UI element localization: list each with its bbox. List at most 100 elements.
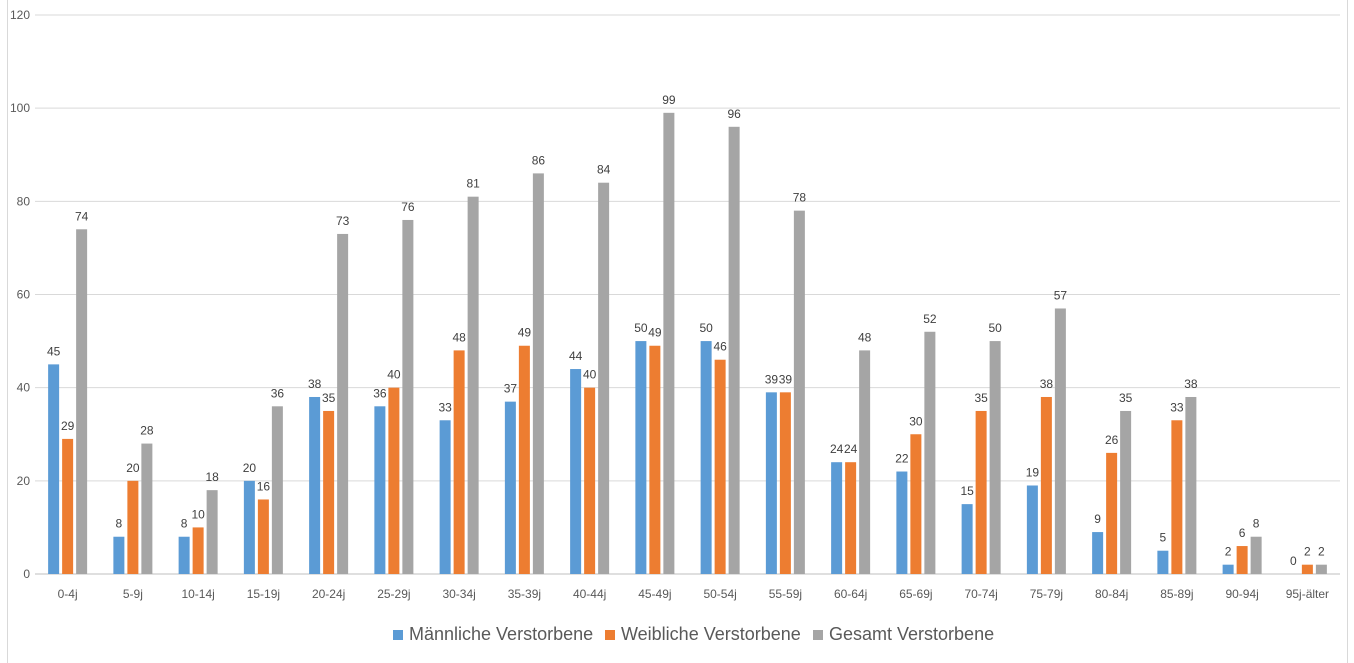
bars — [48, 112, 1327, 575]
bar — [910, 434, 922, 574]
x-axis-ticks: 0-4j 5-9j 10-14j 15-19j 20-24j 25-29j 30-34j 35… — [58, 587, 1329, 601]
chart-right-border — [1347, 0, 1348, 663]
bar — [924, 331, 936, 574]
data-label: 0 — [1290, 554, 1297, 568]
data-label: 52 — [923, 312, 937, 326]
bar — [831, 462, 843, 574]
data-label: 20 — [126, 461, 140, 475]
legend: Männliche Verstorbene Weibliche Verstorbe… — [393, 624, 994, 644]
x-tick-label: 5-9j — [123, 587, 143, 601]
x-tick-label: 15-19j — [247, 587, 280, 601]
x-tick-label: 60-64j — [834, 587, 867, 601]
data-label: 19 — [1026, 465, 1040, 479]
bar — [961, 504, 973, 574]
bar — [192, 527, 204, 574]
data-label: 29 — [61, 419, 75, 433]
data-label: 26 — [1105, 433, 1119, 447]
bar — [1185, 396, 1197, 574]
data-label: 49 — [648, 326, 662, 340]
bar — [323, 410, 335, 574]
data-label: 73 — [336, 214, 350, 228]
bar — [453, 350, 465, 574]
legend-swatch — [605, 630, 615, 640]
data-label: 49 — [518, 326, 532, 340]
data-label: 39 — [779, 372, 793, 386]
data-label: 35 — [1119, 391, 1133, 405]
data-label: 24 — [844, 442, 858, 456]
data-label: 8 — [1253, 517, 1260, 531]
data-label: 8 — [116, 517, 123, 531]
bar — [532, 173, 544, 574]
bar — [518, 345, 530, 574]
bar — [1120, 410, 1132, 574]
data-label: 36 — [373, 386, 387, 400]
data-label: 50 — [699, 321, 713, 335]
bar — [76, 229, 88, 575]
bar — [141, 443, 153, 574]
bar — [243, 480, 255, 574]
bar — [896, 471, 908, 574]
y-tick-label: 120 — [10, 8, 30, 22]
x-tick-label: 45-49j — [638, 587, 671, 601]
bar — [178, 536, 190, 574]
bar — [845, 462, 857, 574]
bar — [388, 387, 400, 574]
data-label: 2 — [1318, 545, 1325, 559]
data-label: 30 — [909, 414, 923, 428]
data-label: 8 — [181, 517, 188, 531]
x-tick-label: 80-84j — [1095, 587, 1128, 601]
y-tick-label: 60 — [17, 288, 31, 302]
x-tick-label: 90-94j — [1225, 587, 1258, 601]
bar — [1171, 420, 1183, 574]
data-label: 50 — [988, 321, 1002, 335]
data-label: 39 — [765, 372, 779, 386]
bar — [598, 182, 610, 574]
x-tick-label: 40-44j — [573, 587, 606, 601]
bar — [1250, 536, 1262, 574]
data-label: 40 — [583, 368, 597, 382]
bar — [714, 359, 726, 574]
x-tick-label: 50-54j — [703, 587, 736, 601]
x-tick-label: 65-69j — [899, 587, 932, 601]
bar — [1301, 564, 1313, 574]
y-axis-ticks: 0 20 40 60 80 100 120 — [10, 8, 30, 581]
bar — [635, 341, 647, 574]
data-label: 76 — [401, 200, 415, 214]
data-label: 96 — [727, 107, 741, 121]
bar — [402, 219, 414, 574]
x-tick-label: 85-89j — [1160, 587, 1193, 601]
data-label: 78 — [793, 191, 807, 205]
bar — [989, 341, 1001, 574]
x-tick-label: 70-74j — [964, 587, 997, 601]
data-label: 99 — [662, 93, 676, 107]
data-label: 74 — [75, 209, 89, 223]
data-label: 10 — [191, 507, 205, 521]
data-label: 2 — [1304, 545, 1311, 559]
bar — [570, 369, 582, 574]
y-tick-label: 100 — [10, 101, 30, 115]
bar — [1236, 546, 1248, 574]
x-tick-label: 10-14j — [181, 587, 214, 601]
legend-label: Männliche Verstorbene — [409, 624, 593, 644]
bar — [1054, 308, 1066, 574]
data-label: 48 — [858, 330, 872, 344]
x-tick-label: 25-29j — [377, 587, 410, 601]
data-label: 50 — [634, 321, 648, 335]
legend-swatch — [813, 630, 823, 640]
data-label: 33 — [438, 400, 452, 414]
bar — [1026, 485, 1038, 574]
data-label: 36 — [271, 386, 285, 400]
y-tick-label: 20 — [17, 474, 31, 488]
data-label: 20 — [243, 461, 257, 475]
data-label: 28 — [140, 424, 154, 438]
bar — [467, 196, 479, 575]
y-tick-label: 40 — [17, 381, 31, 395]
bar — [728, 126, 740, 575]
data-label: 24 — [830, 442, 844, 456]
x-tick-label: 20-24j — [312, 587, 345, 601]
data-label: 22 — [895, 452, 909, 466]
bar — [700, 341, 712, 574]
bar — [127, 480, 139, 574]
x-tick-label: 75-79j — [1030, 587, 1063, 601]
